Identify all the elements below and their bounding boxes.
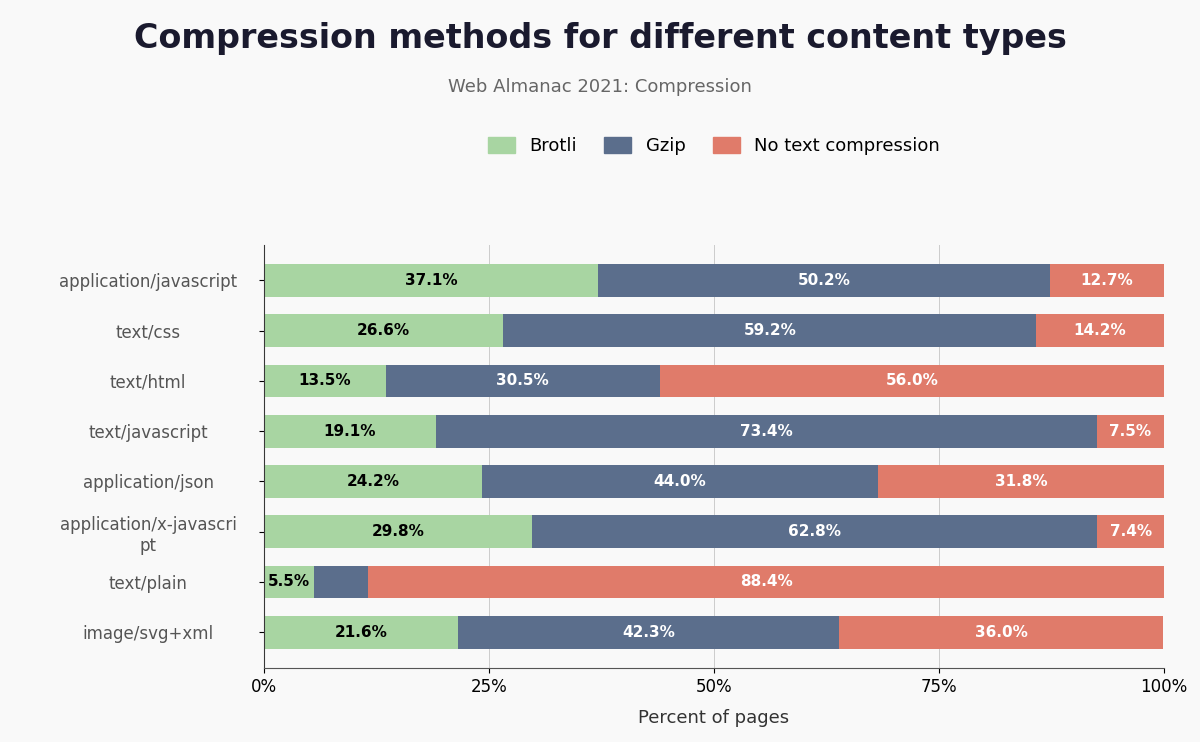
Bar [264, 415, 436, 447]
Text: 7.5%: 7.5% [1109, 424, 1151, 439]
Text: 62.8%: 62.8% [788, 524, 841, 539]
Text: 44.0%: 44.0% [654, 474, 706, 489]
Bar [313, 565, 368, 598]
Bar [368, 565, 1164, 598]
Bar [264, 264, 598, 297]
Bar [481, 465, 877, 498]
Text: 50.2%: 50.2% [797, 273, 851, 288]
Bar [839, 616, 1163, 649]
Bar [264, 315, 504, 347]
Bar [1050, 264, 1164, 297]
Bar [1098, 516, 1164, 548]
Text: 14.2%: 14.2% [1074, 324, 1127, 338]
Text: 37.1%: 37.1% [404, 273, 457, 288]
Bar [458, 616, 839, 649]
Text: 7.4%: 7.4% [1110, 524, 1152, 539]
Text: 21.6%: 21.6% [335, 625, 388, 640]
Text: 36.0%: 36.0% [974, 625, 1027, 640]
Text: 73.4%: 73.4% [740, 424, 792, 439]
Bar [385, 364, 660, 397]
Bar [504, 315, 1037, 347]
Bar [598, 264, 1050, 297]
Text: 59.2%: 59.2% [743, 324, 797, 338]
Text: 88.4%: 88.4% [740, 574, 792, 589]
Bar [1037, 315, 1164, 347]
Bar [264, 465, 481, 498]
Bar [264, 616, 458, 649]
Text: 12.7%: 12.7% [1080, 273, 1133, 288]
X-axis label: Percent of pages: Percent of pages [638, 709, 790, 727]
Text: 29.8%: 29.8% [372, 524, 425, 539]
Text: 13.5%: 13.5% [299, 373, 352, 389]
Text: 19.1%: 19.1% [324, 424, 377, 439]
Text: 56.0%: 56.0% [886, 373, 938, 389]
Text: Web Almanac 2021: Compression: Web Almanac 2021: Compression [448, 78, 752, 96]
Bar [436, 415, 1097, 447]
Text: 26.6%: 26.6% [358, 324, 410, 338]
Text: 31.8%: 31.8% [995, 474, 1048, 489]
Bar [264, 516, 533, 548]
Bar [1097, 415, 1164, 447]
Bar [878, 465, 1164, 498]
Text: 24.2%: 24.2% [347, 474, 400, 489]
Bar [264, 364, 385, 397]
Text: Compression methods for different content types: Compression methods for different conten… [133, 22, 1067, 55]
Text: 42.3%: 42.3% [623, 625, 676, 640]
Text: 30.5%: 30.5% [497, 373, 550, 389]
Legend: Brotli, Gzip, No text compression: Brotli, Gzip, No text compression [479, 128, 949, 164]
Text: 5.5%: 5.5% [268, 574, 310, 589]
Bar [533, 516, 1098, 548]
Bar [264, 565, 313, 598]
Bar [660, 364, 1164, 397]
